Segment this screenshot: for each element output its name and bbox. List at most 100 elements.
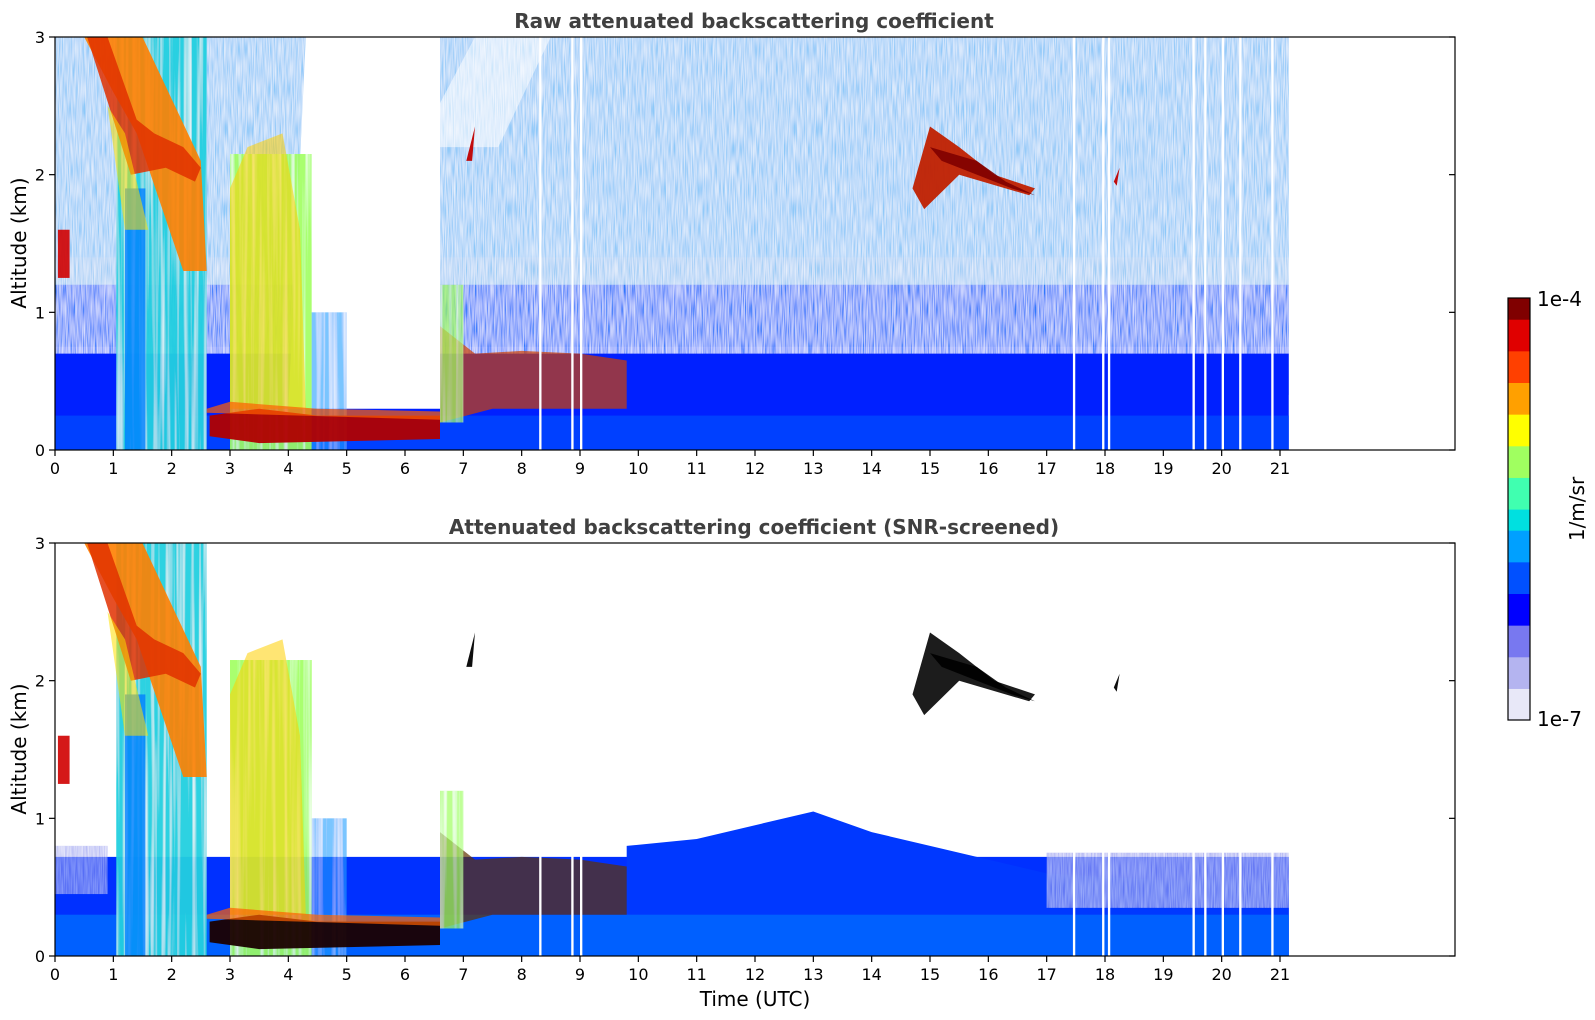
colorbar-step (1508, 319, 1530, 331)
y-axis-label: Altitude (km) (7, 177, 31, 308)
colorbar-step (1508, 603, 1530, 616)
bl-rise-streak (440, 284, 464, 423)
colorbar-step (1508, 572, 1530, 584)
bl-rise (440, 832, 627, 929)
x-tick-label: 5 (342, 459, 352, 478)
clear-gap-2 (416, 37, 551, 148)
data-gap (571, 37, 574, 450)
x-tick-label: 20 (1211, 965, 1231, 984)
data-gap (1221, 818, 1224, 956)
colorbar-step (1508, 456, 1530, 468)
x-tick-label: 10 (628, 459, 648, 478)
colorbar-step (1508, 688, 1530, 700)
x-tick-label: 19 (1153, 459, 1173, 478)
colorbar-step (1508, 329, 1530, 341)
data-gap (539, 37, 542, 450)
x-tick-label: 0 (50, 965, 60, 984)
x-tick-label: 3 (225, 965, 235, 984)
x-tick-label: 5 (342, 965, 352, 984)
x-tick-label: 9 (575, 965, 585, 984)
x-tick-label: 16 (978, 965, 998, 984)
x-tick-label: 6 (400, 965, 410, 984)
x-tick-label: 8 (517, 459, 527, 478)
colorbar-max-label: 1e-4 (1537, 287, 1582, 311)
colorbar-step (1508, 435, 1530, 447)
data-gap (1102, 818, 1105, 956)
x-tick-label: 11 (686, 459, 706, 478)
small-cloud-18 (1113, 673, 1120, 692)
x-tick-label: 17 (1036, 965, 1056, 984)
x-tick-label: 13 (803, 965, 823, 984)
x-tick-label: 12 (745, 459, 765, 478)
colorbar-step (1508, 656, 1530, 668)
colorbar-step (1508, 371, 1530, 383)
colorbar-step (1508, 498, 1530, 510)
data-gap (1102, 37, 1105, 450)
streak-left-cloud (57, 229, 70, 278)
y-tick-label: 3 (35, 28, 45, 47)
colorbar-step (1508, 487, 1530, 500)
heatmap-raw (55, 37, 1289, 450)
colorbar-step (1508, 424, 1530, 436)
colorbar-step (1508, 350, 1530, 362)
x-tick-label: 21 (1270, 459, 1290, 478)
x-tick-label: 17 (1036, 459, 1056, 478)
bl-rise-streak (440, 790, 464, 929)
x-tick-label: 16 (978, 459, 998, 478)
data-gap (1107, 37, 1111, 450)
data-gap (1204, 37, 1207, 450)
x-tick-label: 18 (1095, 459, 1115, 478)
data-gap (1271, 37, 1274, 450)
x-tick-label: 7 (458, 459, 468, 478)
colorbar-step (1508, 298, 1530, 310)
data-gap (1271, 818, 1274, 956)
x-tick-label: 8 (517, 965, 527, 984)
data-gap (1192, 37, 1195, 450)
y-axis-label: Altitude (km) (7, 683, 31, 814)
panel-raw: Raw attenuated backscattering coefficien… (7, 9, 1456, 478)
streak-red (87, 37, 201, 182)
colorbar-step (1508, 561, 1530, 573)
data-gap (1072, 37, 1076, 450)
x-tick-label: 18 (1095, 965, 1115, 984)
colorbar-step (1508, 361, 1530, 373)
panel-screened: Attenuated backscattering coefficient (S… (7, 515, 1456, 1011)
x-tick-label: 4 (283, 459, 293, 478)
colorbar-step (1508, 519, 1530, 531)
streak-blue (125, 694, 146, 956)
x-tick-label: 14 (861, 965, 881, 984)
elevated-cloud-body (930, 147, 1035, 196)
x-tick-label: 1 (108, 965, 118, 984)
data-gap (1239, 37, 1242, 450)
x-tick-label: 13 (803, 459, 823, 478)
data-gap (1072, 818, 1076, 956)
y-tick-label: 1 (35, 303, 45, 322)
data-gap (1221, 37, 1224, 450)
panel-title: Attenuated backscattering coefficient (S… (449, 515, 1059, 539)
x-tick-label: 15 (920, 965, 940, 984)
colorbar-frame (1507, 297, 1531, 721)
colorbar-step (1508, 509, 1530, 521)
x-tick-label: 12 (745, 965, 765, 984)
colorbar-step (1508, 625, 1530, 637)
x-tick-label: 10 (628, 965, 648, 984)
colorbar-step (1508, 709, 1530, 721)
colorbar-step (1508, 382, 1530, 394)
data-gap (571, 818, 574, 956)
x-tick-label: 14 (861, 459, 881, 478)
colorbar-step (1508, 466, 1530, 478)
data-gap (539, 818, 542, 956)
colorbar-step (1508, 614, 1530, 626)
colorbar-step (1508, 540, 1530, 552)
colorbar-step (1508, 340, 1530, 352)
x-tick-label: 1 (108, 459, 118, 478)
colorbar-step (1508, 635, 1530, 647)
colorbar-step (1508, 530, 1530, 542)
colorbar-step (1508, 392, 1530, 405)
virga-yellow (230, 639, 306, 915)
x-axis-ticks: 0 1 2 3 4 5 6 7 8 9 10 11 12 13 14 15 16 17 18 19 20 21 (50, 956, 1290, 984)
elevated-cloud-body (930, 653, 1035, 702)
x-tick-label: 3 (225, 459, 235, 478)
y-tick-label: 2 (35, 672, 45, 691)
